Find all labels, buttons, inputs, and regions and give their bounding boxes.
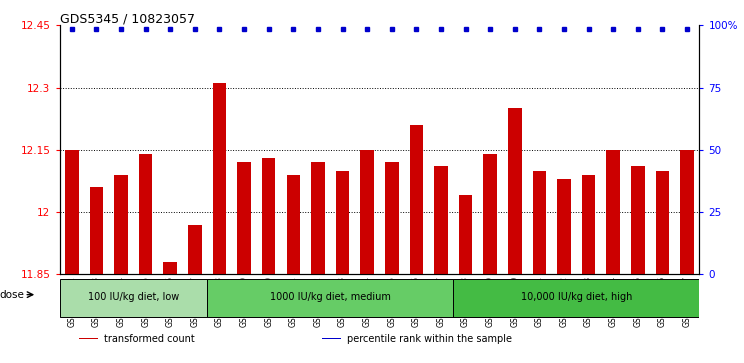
Text: 10,000 IU/kg diet, high: 10,000 IU/kg diet, high: [521, 292, 632, 302]
Text: percentile rank within the sample: percentile rank within the sample: [347, 334, 513, 343]
Bar: [459, 196, 472, 274]
Bar: [606, 150, 620, 274]
Bar: [164, 262, 177, 274]
Bar: [139, 154, 153, 274]
Bar: [655, 171, 669, 274]
Text: 1000 IU/kg diet, medium: 1000 IU/kg diet, medium: [270, 292, 391, 302]
Text: GDS5345 / 10823057: GDS5345 / 10823057: [60, 12, 194, 25]
Bar: [533, 171, 546, 274]
Bar: [680, 150, 694, 274]
Bar: [557, 179, 571, 274]
Text: dose: dose: [0, 290, 25, 299]
Bar: [336, 171, 349, 274]
Bar: [484, 154, 497, 274]
Bar: [508, 109, 522, 274]
Text: 100 IU/kg diet, low: 100 IU/kg diet, low: [88, 292, 179, 302]
Bar: [207, 279, 453, 317]
Bar: [237, 162, 251, 274]
Bar: [262, 158, 275, 274]
Bar: [434, 167, 448, 274]
Bar: [213, 83, 226, 274]
Bar: [410, 125, 423, 274]
Bar: [60, 279, 207, 317]
Bar: [65, 150, 79, 274]
Bar: [631, 167, 644, 274]
Bar: [385, 162, 399, 274]
Bar: [582, 175, 595, 274]
Bar: [311, 162, 324, 274]
Bar: [188, 224, 202, 274]
Text: transformed count: transformed count: [104, 334, 195, 343]
Bar: [90, 187, 103, 274]
Bar: [115, 175, 128, 274]
Bar: [360, 150, 374, 274]
Bar: [322, 338, 341, 339]
Bar: [79, 338, 98, 339]
Bar: [453, 279, 699, 317]
Bar: [286, 175, 300, 274]
